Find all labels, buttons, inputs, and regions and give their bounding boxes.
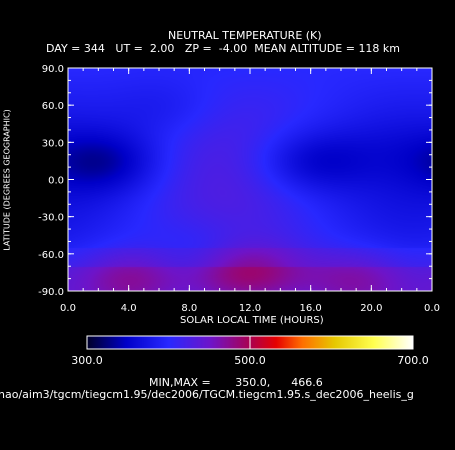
x-tick-label: 8.0: [181, 303, 197, 314]
file-path: hao/aim3/tgcm/tiegcm1.95/dec2006/TGCM.ti…: [0, 388, 414, 401]
colorbar-tick-label: 700.0: [397, 354, 429, 367]
mean-altitude-label: MEAN ALTITUDE =: [254, 42, 355, 55]
x-axis-title: SOLAR LOCAL TIME (HOURS): [180, 315, 324, 326]
x-tick-label: 0.0: [424, 303, 440, 314]
x-tick-label: 16.0: [300, 303, 322, 314]
day-label: DAY =: [46, 42, 81, 55]
y-axis-title: LATITUDE (DEGREES GEOGRAPHIC): [2, 109, 12, 251]
chart-subtitle: DAY = 344 UT = 2.00 ZP = -4.00 MEAN ALTI…: [46, 43, 400, 54]
chart-title: NEUTRAL TEMPERATURE (K): [168, 29, 322, 42]
max-value: 466.6: [291, 376, 323, 389]
colorbar-tick-label: 300.0: [71, 354, 103, 367]
x-tick-label: 4.0: [121, 303, 137, 314]
colorbar-tick-label: 500.0: [234, 354, 266, 367]
y-tick-label: 90.0: [42, 64, 64, 75]
zp-value: -4.00: [218, 42, 248, 55]
ut-label: UT =: [115, 42, 143, 55]
x-tick-label: 20.0: [360, 303, 382, 314]
y-tick-label: 60.0: [42, 101, 64, 112]
y-tick-label: -60.0: [38, 250, 64, 261]
minmax-caption: MIN,MAX =: [149, 376, 211, 389]
x-tick-label: 12.0: [239, 303, 261, 314]
min-value: 350.0: [235, 376, 267, 389]
day-value: 344: [83, 42, 105, 55]
x-tick-label: 0.0: [60, 303, 76, 314]
zp-label: ZP =: [184, 42, 212, 55]
ut-value: 2.00: [149, 42, 175, 55]
mean-altitude-value: 118 km: [358, 42, 401, 55]
y-tick-label: 30.0: [42, 138, 64, 149]
heatmap-field: [68, 68, 432, 291]
y-tick-label: 0.0: [48, 176, 64, 187]
y-tick-label: -90.0: [38, 287, 64, 298]
minmax-label: MIN,MAX = 350.0, 466.6: [149, 376, 323, 389]
y-tick-label: -30.0: [38, 213, 64, 224]
